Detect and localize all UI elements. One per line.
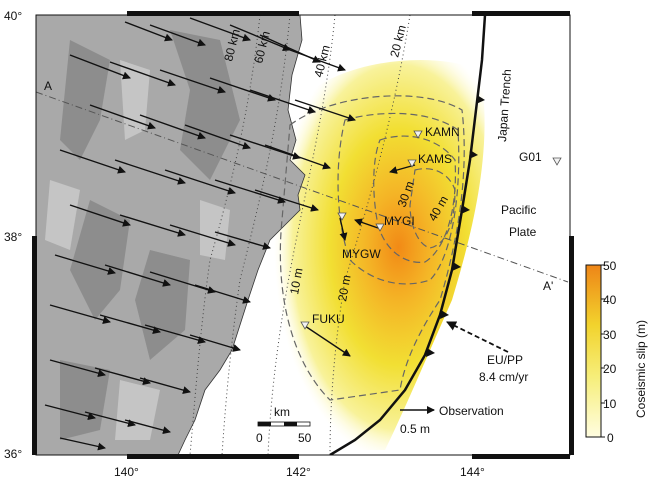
lon-label-144: 144°	[460, 465, 485, 479]
convergence-label-line1: EU/PP	[487, 353, 523, 367]
colorbar-tick-50: 50	[603, 259, 617, 273]
lat-label-38: 38°	[4, 230, 22, 244]
colorbar-tick-40: 40	[603, 293, 617, 307]
vector-kams	[389, 164, 416, 174]
profile-start-label: A	[44, 79, 52, 93]
terrain-relief	[60, 30, 240, 440]
vector-row-4	[59, 149, 319, 212]
plate-label-line1: Pacific	[501, 203, 536, 217]
profile-end-label: A'	[543, 279, 553, 293]
colorbar-title: Coseismic slip (m)	[634, 320, 648, 418]
slip-label-20m: 20 m	[335, 274, 353, 303]
trench-teeth	[426, 95, 485, 357]
station-fuku-marker	[300, 321, 310, 330]
station-g01-marker	[552, 157, 562, 166]
vector-mygw	[339, 217, 348, 241]
vector-row-9	[44, 404, 171, 451]
colorbar	[585, 264, 602, 438]
lat-label-40: 40°	[4, 9, 22, 23]
observation-legend-label: Observation	[439, 404, 504, 418]
station-label-kamn: KAMN	[425, 125, 460, 139]
station-label-fuku: FUKU	[312, 312, 345, 326]
scale-unit: km	[274, 405, 290, 419]
station-mygw-marker	[337, 212, 347, 221]
convergence-label-line2: 8.4 cm/yr	[479, 370, 528, 384]
station-label-mygi: MYGI	[384, 214, 415, 228]
colorbar-tick-20: 20	[603, 362, 617, 376]
colorbar-tick-10: 10	[603, 397, 617, 411]
station-label-mygw: MYGW	[342, 247, 381, 261]
vector-row-1	[124, 17, 346, 72]
gps-vectors	[44, 17, 416, 451]
vector-fuku	[304, 325, 351, 357]
plate-label-line2: Plate	[509, 225, 537, 239]
station-kams-marker	[407, 159, 417, 168]
scale-max: 50	[298, 431, 312, 445]
vector-row-2	[69, 54, 356, 122]
station-mygi-marker	[375, 223, 385, 232]
lat-label-36: 36°	[4, 447, 22, 461]
convergence-arrow	[446, 321, 509, 353]
colorbar-tick-30: 30	[603, 328, 617, 342]
slip-contours	[279, 95, 465, 401]
station-kamn-marker	[413, 130, 423, 139]
colorbar-ticks	[601, 264, 605, 438]
lon-label-140: 140°	[114, 465, 139, 479]
land-honshu	[36, 15, 306, 455]
vector-row-3	[89, 104, 331, 170]
trench-label: Japan Trench	[495, 69, 514, 143]
scale-bar	[257, 421, 311, 427]
map-frame	[32, 11, 574, 459]
profile-line	[36, 91, 569, 283]
station-label-kams: KAMS	[418, 152, 452, 166]
vector-mygi	[354, 218, 379, 229]
vector-row-6	[54, 254, 251, 304]
observation-legend-value: 0.5 m	[400, 422, 430, 436]
vector-row-7	[49, 304, 241, 352]
scale-min: 0	[256, 431, 263, 445]
vector-row-8	[49, 359, 191, 394]
station-label-g01: G01	[519, 150, 542, 164]
slip-label-10m: 10 m	[287, 267, 305, 296]
colorbar-tick-0: 0	[607, 431, 614, 445]
depth-contours	[189, 15, 411, 455]
lon-label-142: 142°	[286, 465, 311, 479]
vector-row-5	[69, 204, 271, 250]
station-markers	[300, 130, 562, 330]
